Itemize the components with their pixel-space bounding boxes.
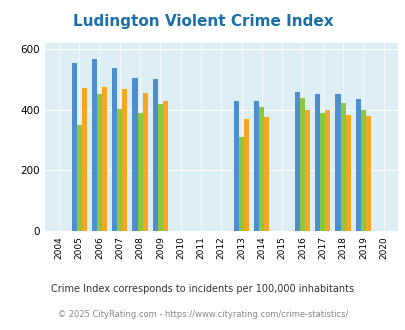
Bar [355,99,360,231]
Bar [132,79,137,231]
Bar [102,87,107,231]
Bar [77,125,81,231]
Bar [259,107,264,231]
Bar [97,94,102,231]
Bar [117,109,122,231]
Bar [158,104,162,231]
Bar [71,63,77,231]
Bar [365,116,370,231]
Bar [239,137,243,231]
Bar [264,117,269,231]
Bar [324,110,330,231]
Bar [254,101,259,231]
Bar [360,110,365,231]
Bar [345,115,350,231]
Bar [340,103,345,231]
Bar [304,110,309,231]
Bar [294,92,299,231]
Bar [122,89,127,231]
Bar [81,88,87,231]
Bar [142,93,147,231]
Bar [137,113,142,231]
Text: Ludington Violent Crime Index: Ludington Violent Crime Index [72,14,333,29]
Text: Crime Index corresponds to incidents per 100,000 inhabitants: Crime Index corresponds to incidents per… [51,284,354,294]
Bar [152,79,158,231]
Bar [320,113,324,231]
Bar [314,94,320,231]
Bar [233,101,239,231]
Bar [299,98,304,231]
Bar [162,101,168,231]
Text: © 2025 CityRating.com - https://www.cityrating.com/crime-statistics/: © 2025 CityRating.com - https://www.city… [58,310,347,319]
Bar [243,119,249,231]
Bar [92,59,97,231]
Bar [335,94,340,231]
Bar [112,68,117,231]
